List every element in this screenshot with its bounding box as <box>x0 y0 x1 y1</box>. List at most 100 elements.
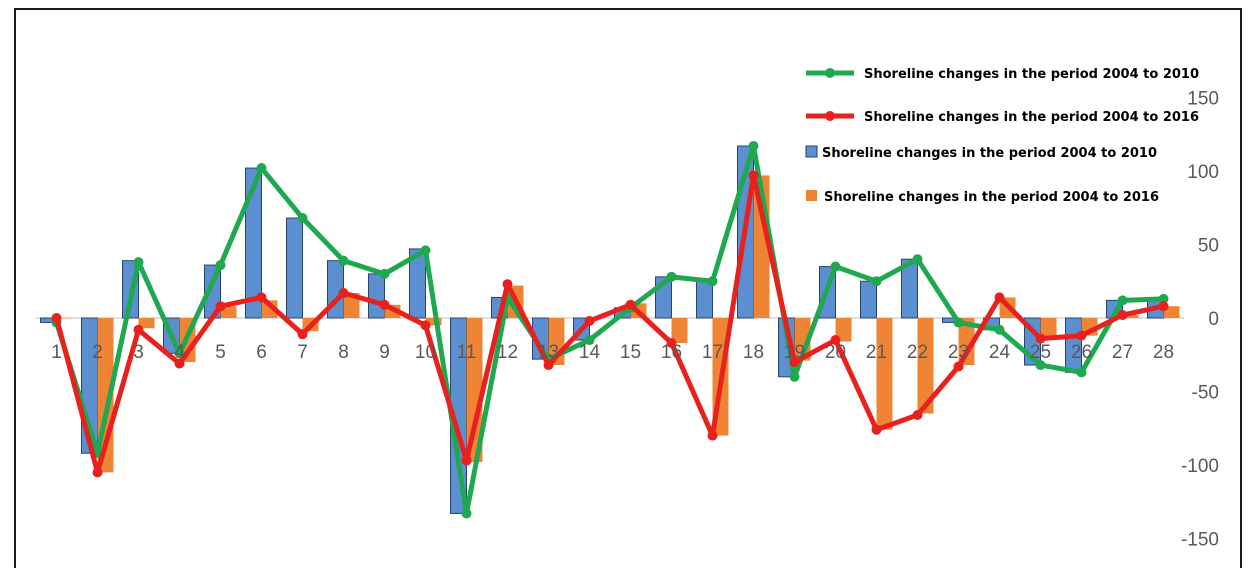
x-tick-25: 25 <box>1030 342 1051 363</box>
legend-bar-swatch-3 <box>805 145 818 158</box>
legend-label-2: Shoreline changes in the period 2004 to … <box>864 110 1199 125</box>
bar-1-7 <box>286 217 303 319</box>
y-tick-0: 0 <box>1208 309 1219 330</box>
x-tick-19: 19 <box>784 342 805 363</box>
bar-1-21 <box>860 280 877 319</box>
line-2-point-19 <box>789 357 800 368</box>
x-tick-21: 21 <box>866 342 887 363</box>
line-1-point-22 <box>912 254 923 265</box>
bar-2-3 <box>138 318 155 329</box>
bar-2-10 <box>425 318 442 326</box>
line-2-point-2 <box>92 467 103 478</box>
line-2-point-9 <box>379 299 390 310</box>
line-2-point-7 <box>297 329 308 340</box>
x-tick-5: 5 <box>215 342 226 363</box>
y-tick--150: -150 <box>1181 530 1219 551</box>
line-2-point-6 <box>256 292 267 303</box>
line-2-point-26 <box>1076 330 1087 341</box>
x-tick-28: 28 <box>1153 342 1174 363</box>
x-tick-18: 18 <box>743 342 764 363</box>
y-tick--50: -50 <box>1192 383 1219 404</box>
line-1-point-26 <box>1076 367 1087 378</box>
line-1-point-8 <box>338 255 349 266</box>
chart-frame <box>14 8 1242 568</box>
bar-1-10 <box>409 248 426 319</box>
line-series-2 <box>54 172 1166 475</box>
line-1-point-18 <box>748 141 759 152</box>
x-tick-6: 6 <box>256 342 267 363</box>
legend-marker-1 <box>825 68 835 78</box>
line-2-point-24 <box>994 292 1005 303</box>
bar-2-25 <box>1040 318 1057 339</box>
line-2-point-18 <box>748 170 759 181</box>
x-tick-13: 13 <box>538 342 559 363</box>
line-1-point-27 <box>1117 295 1128 306</box>
line-1-point-10 <box>420 245 431 256</box>
line-2-point-5 <box>215 301 226 312</box>
line-series-1 <box>54 143 1166 517</box>
legend-label-1: Shoreline changes in the period 2004 to … <box>864 67 1199 82</box>
bar-2-5 <box>220 306 237 318</box>
line-2-point-20 <box>830 335 841 346</box>
x-tick-12: 12 <box>497 342 518 363</box>
legend-bar-swatch-4 <box>806 190 817 201</box>
x-tick-27: 27 <box>1112 342 1133 363</box>
line-2-point-12 <box>502 279 513 290</box>
line-1-point-28 <box>1158 293 1169 304</box>
bar-2-11 <box>466 318 483 463</box>
line-2-point-11 <box>461 455 472 466</box>
x-tick-10: 10 <box>415 342 436 363</box>
x-tick-2: 2 <box>92 342 103 363</box>
line-1-point-11 <box>461 508 472 519</box>
bar-2-1 <box>56 318 73 319</box>
y-tick-50: 50 <box>1198 236 1219 257</box>
x-tick-14: 14 <box>579 342 601 363</box>
line-1-point-16 <box>666 271 677 282</box>
line-1-point-25 <box>1035 360 1046 371</box>
bar-2-22 <box>917 318 934 414</box>
x-tick-8: 8 <box>338 342 349 363</box>
bar-1-22 <box>901 258 918 319</box>
x-tick-16: 16 <box>661 342 682 363</box>
x-tick-20: 20 <box>825 342 846 363</box>
x-tick-24: 24 <box>989 342 1011 363</box>
y-tick-labels: 150 100 50 0 -50 -100 -150 <box>1181 89 1219 551</box>
line-2-point-1 <box>51 313 62 323</box>
legend-marker-2 <box>825 111 835 121</box>
line-series-group <box>51 141 1169 519</box>
line-2-point-22 <box>912 410 923 421</box>
line-2-point-10 <box>420 320 431 331</box>
line-2-point-8 <box>338 288 349 299</box>
x-tick-15: 15 <box>620 342 641 363</box>
x-tick-labels: 1 2 3 4 5 6 7 8 9 10 11 12 13 14 15 16 17 18 19 20 21 22 23 24 2… <box>51 342 1174 363</box>
line-1-point-17 <box>707 276 718 287</box>
y-tick-150: 150 <box>1187 89 1219 110</box>
line-2-point-17 <box>707 430 718 441</box>
bar-2-21 <box>876 318 893 430</box>
line-2-point-16 <box>666 337 677 348</box>
line-1-point-24 <box>994 324 1005 335</box>
x-tick-26: 26 <box>1071 342 1092 363</box>
bar-2-23 <box>958 318 975 366</box>
line-1-point-19 <box>789 371 800 382</box>
bar-1-9 <box>368 273 385 319</box>
bar-2-20 <box>835 318 852 342</box>
line-1-point-21 <box>871 276 882 287</box>
bar-2-6 <box>261 300 278 318</box>
x-tick-23: 23 <box>948 342 969 363</box>
bar-2-28 <box>1163 306 1180 318</box>
x-tick-7: 7 <box>297 342 308 363</box>
x-tick-9: 9 <box>379 342 390 363</box>
line-1-point-3 <box>133 257 144 268</box>
line-1-point-6 <box>256 163 267 174</box>
line-2-point-25 <box>1035 333 1046 344</box>
line-1-point-5 <box>215 260 226 271</box>
line-2-point-3 <box>133 324 144 335</box>
x-tick-1: 1 <box>51 342 62 363</box>
y-tick-100: 100 <box>1187 162 1219 183</box>
bar-2-8 <box>343 293 360 318</box>
line-1-point-20 <box>830 261 841 272</box>
x-tick-11: 11 <box>457 342 477 363</box>
line-1-point-9 <box>379 268 390 279</box>
